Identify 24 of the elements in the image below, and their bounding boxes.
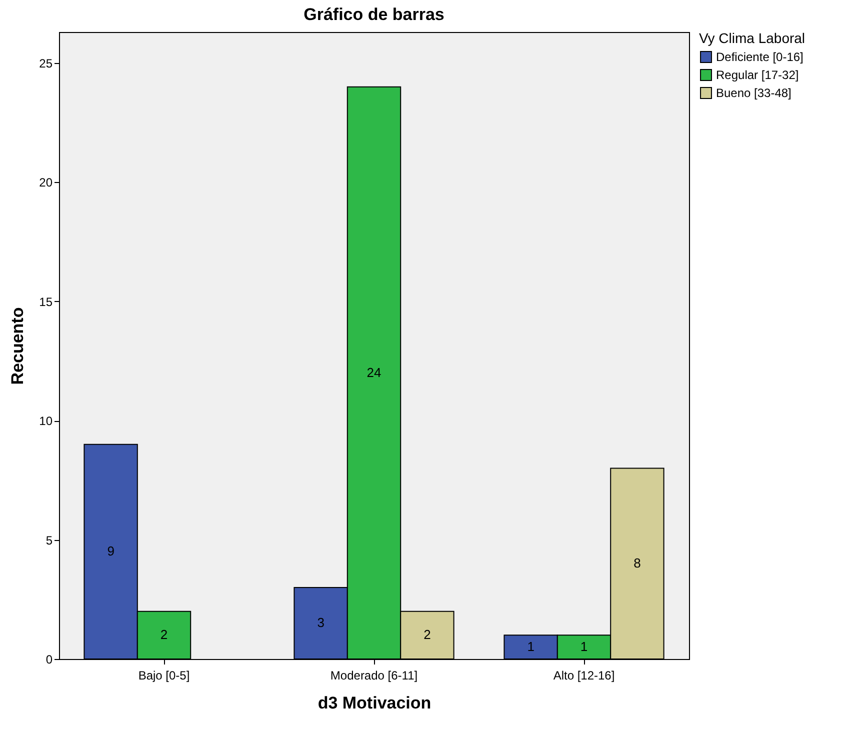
y-tick-label: 5 — [46, 533, 53, 548]
data-label: 1 — [527, 639, 534, 654]
data-label: 2 — [160, 627, 168, 642]
y-tick-label: 25 — [39, 56, 53, 70]
data-label: 24 — [366, 364, 382, 380]
x-tick-label: Moderado [6-11] — [330, 668, 418, 682]
chart-title: Gráfico de barras — [304, 5, 444, 24]
y-tick-label: 10 — [39, 414, 53, 428]
legend-label: Regular [17-32] — [716, 68, 799, 82]
y-tick-label: 0 — [46, 652, 53, 666]
legend-label: Bueno [33-48] — [716, 86, 792, 100]
data-label: 8 — [634, 556, 641, 571]
data-label: 2 — [424, 627, 431, 642]
data-label: 3 — [317, 615, 324, 630]
y-axis-title: Recuento — [8, 307, 28, 385]
x-axis-title: d3 Motivacion — [318, 694, 432, 712]
data-label: 9 — [107, 544, 114, 559]
legend-label: Deficiente [0-16] — [716, 50, 804, 64]
legend-title: Vy Clima Laboral — [698, 30, 806, 46]
y-tick-label: 15 — [39, 294, 53, 309]
x-tick-label: Alto [12-16] — [553, 668, 615, 682]
data-label: 1 — [580, 639, 588, 654]
y-tick-label: 20 — [39, 176, 53, 190]
x-tick-label: Bajo [0-5] — [138, 668, 190, 682]
